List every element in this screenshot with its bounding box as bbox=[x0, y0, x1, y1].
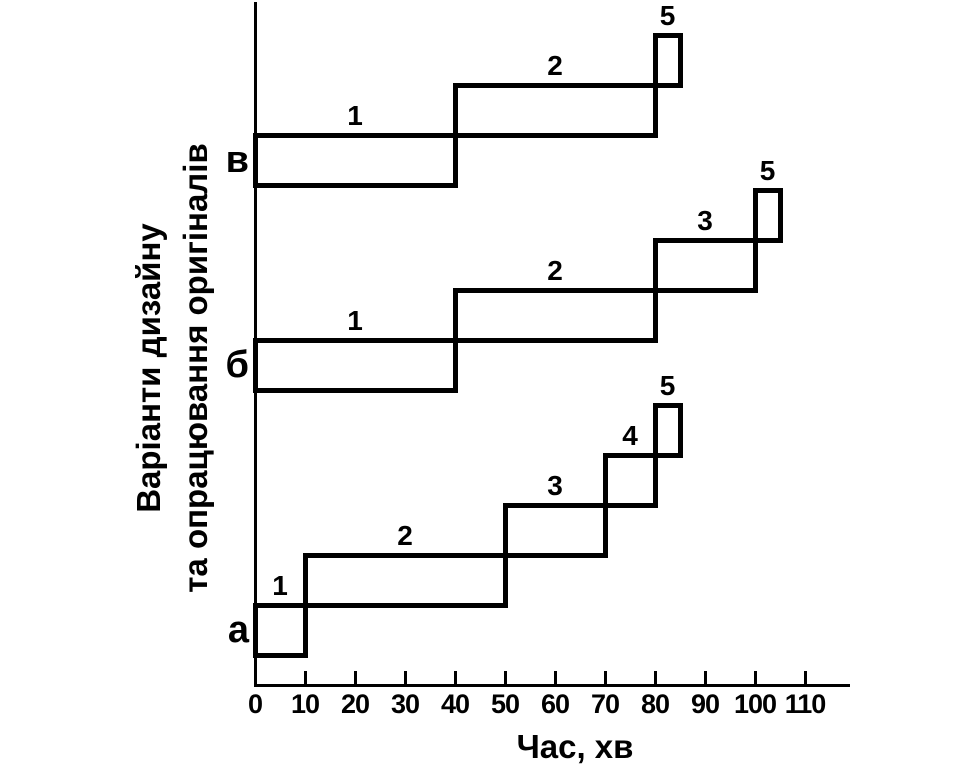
gantt-bar bbox=[453, 288, 658, 343]
op-number-label: 2 bbox=[397, 520, 413, 551]
variant-label: а bbox=[227, 609, 249, 651]
y-axis-title: Варіанти дизайну та опрацювання оригінал… bbox=[130, 143, 214, 593]
x-tick-label: 80 bbox=[640, 689, 670, 719]
x-tick-label: 70 bbox=[590, 689, 620, 719]
gantt-bar bbox=[453, 83, 658, 138]
x-tick-label: 0 bbox=[247, 689, 263, 719]
op-number-label: 3 bbox=[697, 205, 713, 236]
x-tick bbox=[404, 671, 407, 684]
x-tick bbox=[304, 671, 307, 684]
op-number-label: 5 bbox=[759, 155, 776, 186]
op-number-label: 4 bbox=[622, 420, 638, 451]
x-tick-label: 10 bbox=[290, 689, 320, 719]
x-tick bbox=[604, 671, 607, 684]
variant-label: б bbox=[225, 344, 249, 386]
gantt-bar bbox=[653, 33, 683, 88]
x-tick-label: 40 bbox=[440, 689, 470, 719]
x-tick-label: 50 bbox=[490, 689, 520, 719]
gantt-bar bbox=[253, 133, 458, 188]
op-number-label: 1 bbox=[272, 570, 288, 601]
x-tick bbox=[354, 671, 357, 684]
gantt-bar bbox=[253, 603, 308, 658]
op-number-label: 1 bbox=[347, 305, 363, 336]
op-number-label: 1 bbox=[347, 100, 363, 131]
x-tick-label: 20 bbox=[340, 689, 370, 719]
x-tick-label: 30 bbox=[390, 689, 420, 719]
x-tick-label: 60 bbox=[540, 689, 570, 719]
gantt-bar bbox=[253, 338, 458, 393]
x-tick-label: 90 bbox=[690, 689, 720, 719]
x-tick bbox=[754, 671, 757, 684]
op-number-label: 5 bbox=[659, 370, 676, 401]
x-tick bbox=[804, 671, 807, 684]
x-tick bbox=[454, 671, 457, 684]
gantt-bar bbox=[503, 503, 608, 558]
x-tick-label: 110 bbox=[784, 689, 827, 719]
op-number-label: 3 bbox=[547, 470, 563, 501]
gantt-bar bbox=[603, 453, 658, 508]
x-tick bbox=[704, 671, 707, 684]
x-tick bbox=[554, 671, 557, 684]
gantt-bar bbox=[653, 403, 683, 458]
x-axis-title: Час, хв bbox=[516, 728, 634, 765]
x-tick-label: 100 bbox=[733, 689, 777, 719]
variant-label: в bbox=[225, 139, 249, 181]
op-number-label: 5 bbox=[659, 0, 676, 31]
gantt-bar bbox=[303, 553, 508, 608]
x-axis-line bbox=[254, 684, 850, 687]
gantt-bar bbox=[653, 238, 758, 293]
op-number-label: 2 bbox=[547, 255, 563, 286]
x-tick bbox=[654, 671, 657, 684]
op-number-label: 2 bbox=[547, 50, 563, 81]
x-tick bbox=[504, 671, 507, 684]
gantt-bar bbox=[753, 188, 783, 243]
